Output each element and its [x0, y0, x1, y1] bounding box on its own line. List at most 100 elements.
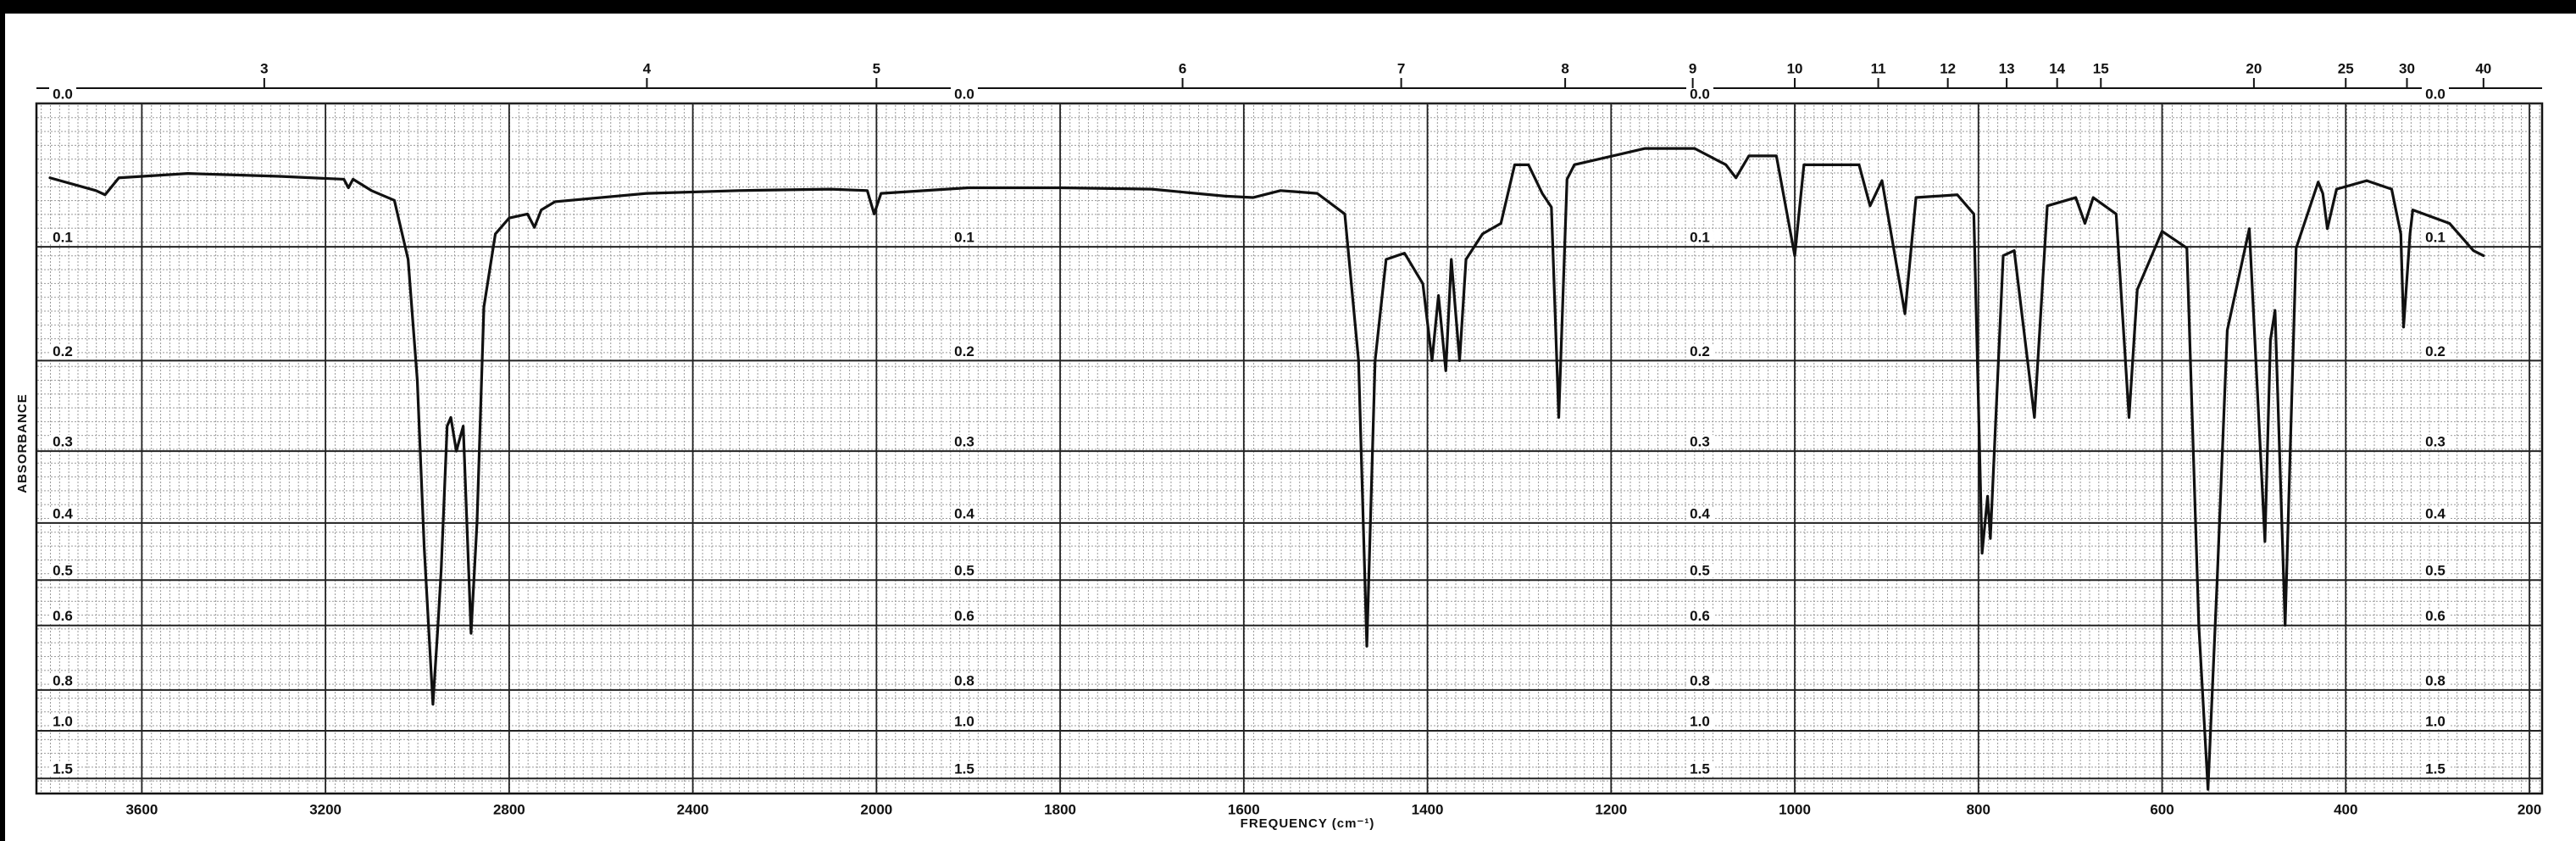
x2-tick-label: 30 [2399, 60, 2415, 76]
tick-label-backdrop [951, 344, 978, 359]
x-tick-label: 1600 [1228, 801, 1260, 817]
y-tick-label: 0.3 [1690, 434, 1710, 450]
y-tick-label: 0.2 [2425, 343, 2446, 359]
y-tick-label: 0.4 [53, 505, 73, 521]
y-tick-label: 0.1 [954, 230, 974, 246]
tick-label-backdrop [1686, 715, 1713, 728]
x-tick-label: 200 [2518, 801, 2541, 817]
y-tick-label: 0.1 [1690, 230, 1710, 246]
x2-tick-label: 11 [1871, 60, 1886, 76]
y-tick-label: 0.6 [2425, 608, 2446, 624]
y-tick-label: 0.5 [954, 563, 974, 579]
y-tick-label: 0.3 [954, 434, 974, 450]
tick-label-backdrop [1686, 609, 1713, 623]
tick-label-backdrop [2422, 87, 2449, 101]
x-tick-label: 800 [1967, 801, 1990, 817]
x2-tick-label: 3 [260, 60, 268, 76]
tick-label-backdrop [951, 87, 978, 101]
y-tick-label: 1.0 [954, 713, 974, 729]
y-tick-label: 0.4 [2425, 505, 2446, 521]
y-tick-label: 0.4 [954, 505, 974, 521]
x2-tick-label: 5 [873, 60, 880, 76]
x-tick-label: 2400 [677, 801, 709, 817]
x-tick-label: 1800 [1044, 801, 1076, 817]
tick-label-backdrop [1686, 87, 1713, 101]
tick-label-backdrop [49, 435, 76, 449]
y-tick-label: 0.5 [53, 563, 73, 579]
tick-label-backdrop [49, 609, 76, 623]
tick-label-backdrop [2422, 435, 2449, 449]
tick-label-backdrop [49, 715, 76, 728]
y-tick-label: 0.4 [1690, 505, 1710, 521]
y-tick-label: 1.5 [954, 761, 974, 777]
y-tick-label: 0.8 [1690, 672, 1710, 688]
x-tick-label: 1400 [1412, 801, 1444, 817]
x-tick-label: 1000 [1779, 801, 1811, 817]
y-tick-label: 0.5 [1690, 563, 1710, 579]
y-tick-label: 0.2 [954, 343, 974, 359]
y-tick-label: 1.0 [2425, 713, 2446, 729]
y-tick-label: 0.8 [954, 672, 974, 688]
x2-tick-label: 13 [1999, 60, 2015, 76]
x-tick-label: 600 [2150, 801, 2174, 817]
y-axis-title: ABSORBANCE [15, 393, 30, 493]
tick-label-backdrop [2422, 564, 2449, 578]
x2-tick-label: 8 [1561, 60, 1568, 76]
x-tick-label: 400 [2334, 801, 2357, 817]
tick-label-backdrop [951, 609, 978, 623]
x2-tick-label: 15 [2093, 60, 2109, 76]
x-tick-label: 2800 [493, 801, 525, 817]
tick-label-backdrop [1686, 344, 1713, 359]
x2-tick-label: 9 [1689, 60, 1696, 76]
x2-tick-label: 25 [2338, 60, 2354, 76]
tick-label-backdrop [951, 564, 978, 578]
tick-label-backdrop [1686, 435, 1713, 449]
x-tick-label: 3600 [125, 801, 158, 817]
tick-label-backdrop [2422, 609, 2449, 623]
x2-tick-label: 4 [643, 60, 652, 76]
tick-label-backdrop [1686, 673, 1713, 688]
y-tick-label: 0.8 [2425, 672, 2446, 688]
marks [48, 147, 2485, 791]
tick-label-backdrop [49, 762, 76, 777]
tick-label-backdrop [1686, 506, 1713, 521]
x-tick-label: 3200 [309, 801, 341, 817]
y-tick-label: 0.6 [954, 608, 974, 624]
x-tick-label: 1200 [1595, 801, 1627, 817]
y-tick-label: 0.2 [53, 343, 73, 359]
y-tick-label: 0.3 [2425, 434, 2446, 450]
x2-tick-label: 14 [2049, 60, 2065, 76]
x2-tick-label: 12 [1940, 60, 1956, 76]
y-tick-label: 0.1 [53, 230, 73, 246]
tick-label-backdrop [951, 715, 978, 728]
tick-label-backdrop [49, 673, 76, 688]
x2-tick-label: 40 [2475, 60, 2491, 76]
x2-tick-label: 10 [1787, 60, 1803, 76]
x-axis-title: FREQUENCY (cm⁻¹) [1241, 816, 1375, 831]
tick-label-backdrop [2422, 231, 2449, 245]
y-tick-label: 0.5 [2425, 563, 2446, 579]
tick-label-backdrop [2422, 715, 2449, 728]
minor-grid-horizontal [36, 103, 2542, 794]
y-tick-label: 0.3 [53, 434, 73, 450]
tick-label-backdrop [49, 87, 76, 101]
x2-tick-label: 6 [1179, 60, 1186, 76]
y-tick-label: 1.0 [1690, 713, 1710, 729]
y-tick-label: 0.0 [53, 86, 73, 102]
y-tick-label: 0.8 [53, 672, 73, 688]
y-tick-label: 0.2 [1690, 343, 1710, 359]
tick-label-backdrop [49, 506, 76, 521]
tick-label-backdrop [1686, 231, 1713, 245]
tick-label-backdrop [2422, 344, 2449, 359]
tick-label-backdrop [2422, 673, 2449, 688]
tick-label-backdrop [951, 673, 978, 688]
tick-label-backdrop [951, 762, 978, 777]
tick-label-backdrop [951, 231, 978, 245]
y-tick-label: 0.0 [1690, 86, 1710, 102]
tick-label-backdrop [49, 231, 76, 245]
tick-label-backdrop [49, 564, 76, 578]
tick-label-backdrop [2422, 506, 2449, 521]
y-tick-label: 1.5 [53, 761, 73, 777]
tick-label-backdrop [49, 344, 76, 359]
